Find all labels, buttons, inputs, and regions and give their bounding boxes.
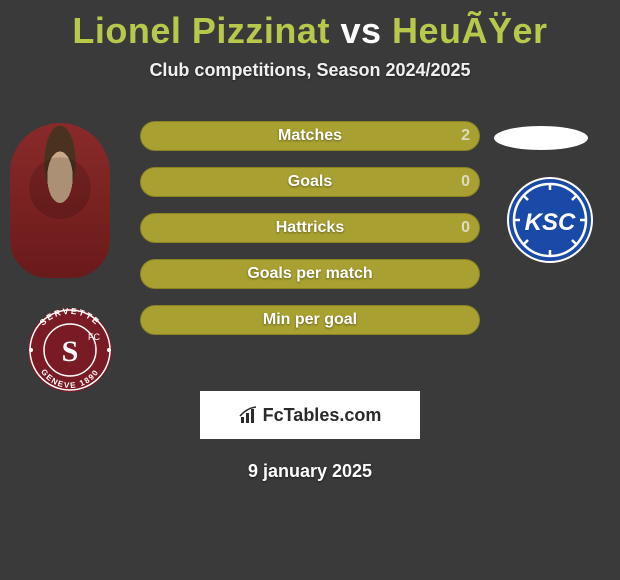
- stat-row-matches: Matches 2: [140, 121, 480, 151]
- stat-label: Min per goal: [140, 305, 480, 335]
- stat-label: Goals: [140, 167, 480, 197]
- fctables-logo: FcTables.com: [239, 405, 382, 426]
- fctables-attribution: FcTables.com: [200, 391, 420, 439]
- stat-value-left: 2: [461, 121, 470, 151]
- stat-row-min-per-goal: Min per goal: [140, 305, 480, 335]
- stat-value-left: 0: [461, 213, 470, 243]
- stat-value-left: 0: [461, 167, 470, 197]
- subtitle: Club competitions, Season 2024/2025: [0, 60, 620, 81]
- date: 9 january 2025: [0, 461, 620, 482]
- title-left-player: Lionel Pizzinat: [72, 10, 330, 51]
- stats-section: Matches 2 Goals 0 Hattricks 0 Goals per …: [0, 121, 620, 482]
- stat-row-hattricks: Hattricks 0: [140, 213, 480, 243]
- stat-bars: Matches 2 Goals 0 Hattricks 0 Goals per …: [140, 121, 480, 335]
- page-title: Lionel Pizzinat vs HeuÃŸer: [0, 0, 620, 52]
- stat-label: Matches: [140, 121, 480, 151]
- stat-label: Hattricks: [140, 213, 480, 243]
- bar-chart-icon: [239, 405, 259, 425]
- stat-row-goals-per-match: Goals per match: [140, 259, 480, 289]
- stat-label: Goals per match: [140, 259, 480, 289]
- fctables-text: FcTables.com: [263, 405, 382, 426]
- title-vs: vs: [340, 10, 381, 51]
- title-right-player: HeuÃŸer: [392, 10, 548, 51]
- stat-row-goals: Goals 0: [140, 167, 480, 197]
